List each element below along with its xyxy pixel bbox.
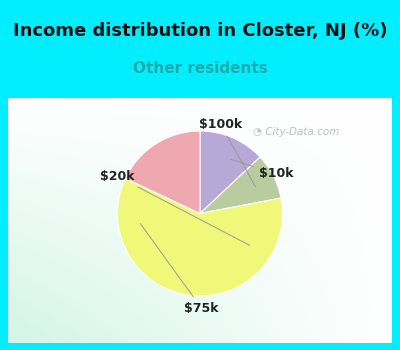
Text: $20k: $20k	[100, 170, 250, 245]
Text: $100k: $100k	[199, 118, 256, 187]
Wedge shape	[200, 157, 281, 214]
Text: Income distribution in Closter, NJ (%): Income distribution in Closter, NJ (%)	[13, 22, 387, 40]
Wedge shape	[125, 131, 200, 214]
Text: $75k: $75k	[140, 224, 219, 315]
Text: $10k: $10k	[231, 159, 293, 180]
Wedge shape	[118, 178, 282, 296]
Text: Other residents: Other residents	[133, 61, 267, 76]
Wedge shape	[200, 131, 260, 214]
Text: ◔ City-Data.com: ◔ City-Data.com	[253, 127, 339, 138]
